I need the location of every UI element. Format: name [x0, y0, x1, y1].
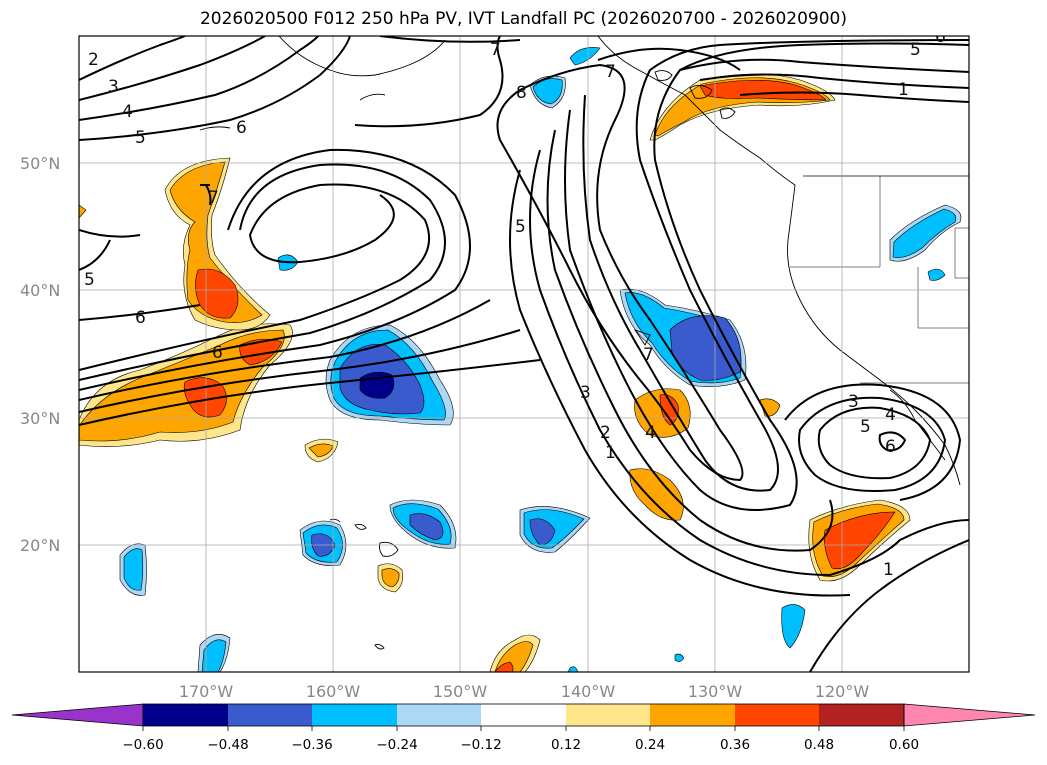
contour-label: 8: [516, 83, 527, 103]
colorbar-ticks: [142, 726, 905, 731]
lat-label-20n: 20°N: [20, 536, 60, 555]
coastlines: [199, 36, 969, 650]
longitude-axis: 170°W 160°W 150°W 140°W 130°W 120°W: [179, 682, 870, 701]
lat-label-50n: 50°N: [20, 154, 60, 173]
map-border: [78, 35, 970, 673]
contour-label: 6: [885, 437, 896, 457]
lon-label-120w: 120°W: [815, 682, 870, 701]
contour-label: 7: [605, 62, 616, 82]
contour-label: 4: [122, 102, 133, 122]
contour-label: 3: [108, 77, 119, 97]
contour-label: 7: [490, 40, 501, 60]
contour-label: 2: [600, 423, 611, 443]
contour-label: 6: [212, 343, 223, 363]
lat-label-40n: 40°N: [20, 281, 60, 300]
colorbar: −0.60 −0.48 −0.36 −0.24 −0.12 0.12 0.24 …: [11, 703, 1036, 753]
colorbar-tick-label: 0.24: [635, 737, 665, 753]
colorbar-outline: [142, 703, 905, 727]
contour-label: 1: [883, 560, 894, 580]
contour-label: 3: [848, 392, 859, 412]
contour-label: 5: [860, 417, 871, 437]
contour-labels: 1 1 1 2 2 3 3 3 4 4 4 5 5 5 5 5 6 6 6 6 …: [84, 27, 946, 580]
colorbar-tick-label: 0.48: [804, 737, 834, 753]
map-title: 2026020500 F012 250 hPa PV, IVT Landfall…: [199, 9, 847, 29]
contour-label: 5: [910, 40, 921, 60]
colorbar-extend-min: [11, 703, 144, 727]
colorbar-tick-label: −0.60: [122, 737, 163, 753]
colorbar-segment: [143, 704, 228, 726]
colorbar-segment: [228, 704, 312, 726]
colorbar-extend-max: [903, 703, 1036, 727]
colorbar-segment: [650, 704, 735, 726]
contour-label: 7: [643, 345, 654, 365]
colorbar-tick-label: 0.60: [889, 737, 919, 753]
pv-contours: [79, 36, 969, 672]
contour-label: 4: [885, 405, 896, 425]
contour-label: 4: [645, 423, 656, 443]
contour-label: 1: [605, 443, 616, 463]
colorbar-segment: [397, 704, 481, 726]
contour-label: 3: [580, 383, 591, 403]
latitude-axis: 50°N 40°N 30°N 20°N: [20, 154, 60, 555]
lat-label-30n: 30°N: [20, 409, 60, 428]
contour-label: 5: [515, 217, 526, 237]
contour-label: 6: [135, 308, 146, 328]
contour-label: 7: [208, 188, 219, 208]
contour-label: 2: [88, 50, 99, 70]
lon-label-170w: 170°W: [179, 682, 234, 701]
colorbar-tick-label: −0.36: [291, 737, 332, 753]
contour-label: 5: [135, 128, 146, 148]
contour-label: 6: [935, 27, 946, 47]
colorbar-tick-label: −0.48: [207, 737, 248, 753]
colorbar-tick-label: −0.24: [376, 737, 417, 753]
lon-label-140w: 140°W: [561, 682, 616, 701]
lon-label-160w: 160°W: [306, 682, 361, 701]
ivt-shading: [79, 47, 962, 672]
colorbar-tick-label: 0.12: [551, 737, 581, 753]
colorbar-segment: [735, 704, 819, 726]
lon-label-150w: 150°W: [433, 682, 488, 701]
colorbar-segment: [481, 704, 566, 726]
colorbar-segment: [566, 704, 650, 726]
lon-label-130w: 130°W: [688, 682, 743, 701]
contour-label: 1: [898, 80, 909, 100]
contour-label: 5: [84, 270, 95, 290]
colorbar-segment: [312, 704, 397, 726]
contour-label: 6: [236, 118, 247, 138]
colorbar-segment: [819, 704, 904, 726]
colorbar-tick-label: 0.36: [720, 737, 750, 753]
colorbar-tick-label: −0.12: [460, 737, 501, 753]
